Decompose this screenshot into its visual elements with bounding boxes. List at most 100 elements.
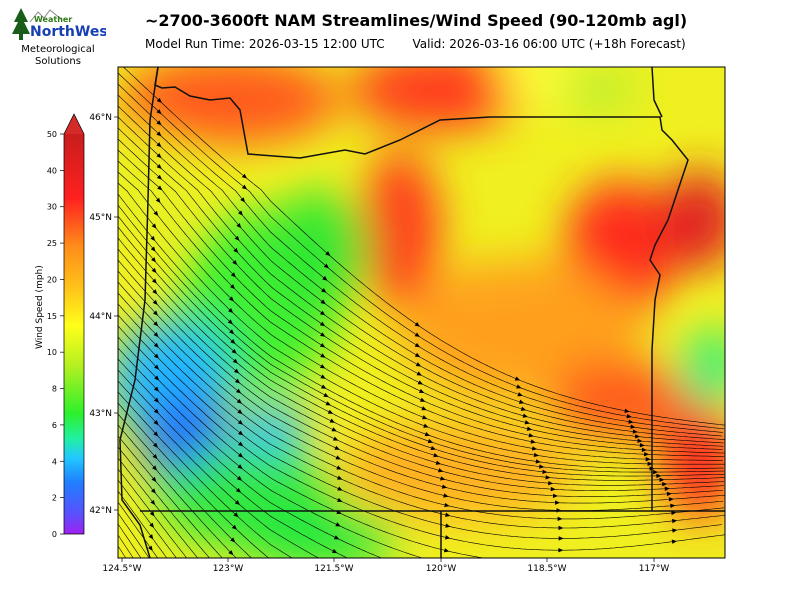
streamline-arrow — [414, 352, 421, 358]
colorbar-tick-label: 6 — [52, 421, 57, 430]
streamline-arrow — [236, 475, 243, 481]
streamline-arrow — [150, 246, 156, 252]
colorbar-tick-label: 40 — [47, 166, 57, 175]
logo-subtitle: Meteorological Solutions — [10, 44, 106, 68]
streamline-arrow — [441, 484, 448, 489]
streamline — [118, 380, 320, 558]
streamline-arrow — [443, 493, 449, 498]
streamline-arrow — [435, 460, 442, 465]
colorbar-tick-label: 8 — [52, 385, 57, 394]
streamline — [118, 512, 150, 558]
colorbar: 0 2 4 6 8 10 15 20 25 30 40 50 — [47, 113, 85, 539]
colorbar-tick-label: 4 — [52, 457, 57, 466]
streamline — [118, 182, 725, 465]
streamline-arrow — [414, 342, 421, 348]
streamline — [118, 336, 486, 558]
streamline-arrow — [230, 339, 236, 344]
streamline-arrow — [516, 384, 522, 389]
lat-label: 46°N — [89, 113, 112, 123]
streamline-arrow — [535, 459, 541, 464]
streamline-arrow — [229, 329, 235, 335]
streamline-arrow — [626, 413, 632, 419]
streamline — [118, 127, 724, 447]
streamline-arrow — [241, 173, 248, 179]
streamline-arrow — [320, 374, 326, 379]
streamline-arrow — [664, 486, 670, 491]
streamline-arrow — [228, 308, 234, 314]
lon-label: 123°W — [213, 564, 244, 574]
streamline-arrow — [440, 476, 446, 481]
streamline-arrow — [445, 512, 451, 517]
logo-subtitle-line2: Solutions — [35, 56, 81, 67]
streamline-arrow — [550, 486, 556, 492]
streamline-arrow — [558, 548, 564, 553]
streamline — [118, 347, 424, 558]
streamline-arrow — [153, 332, 159, 338]
streamline — [118, 424, 237, 558]
lat-label: 44°N — [89, 312, 112, 322]
streamline — [118, 226, 725, 481]
colorbar-tick-label: 20 — [47, 275, 57, 284]
streamline-arrow — [153, 342, 159, 348]
streamline-arrow — [152, 310, 158, 316]
streamline — [118, 325, 725, 551]
streamline-arrow — [150, 488, 156, 494]
streamline-arrow — [445, 523, 451, 528]
streamline-arrow — [666, 491, 672, 497]
streamline — [118, 83, 724, 433]
streamline-arrow — [542, 469, 548, 474]
colorbar-tick-label: 25 — [47, 239, 57, 248]
streamline-arrow — [333, 535, 340, 540]
streamline-arrow — [645, 456, 651, 462]
colorbar-tick-label: 15 — [47, 312, 57, 321]
streamline-arrow — [518, 399, 525, 404]
streamline — [118, 105, 725, 440]
streamline — [118, 149, 725, 454]
streamline-arrow — [234, 235, 240, 241]
streamline-arrow — [414, 332, 420, 337]
colorbar-tick-label: 50 — [47, 130, 57, 139]
streamline — [118, 171, 723, 461]
streamline-arrow — [337, 486, 343, 491]
streamline-arrow — [152, 299, 158, 305]
streamline-arrow — [154, 386, 160, 392]
streamline-arrow — [232, 358, 238, 364]
state-borders — [119, 67, 725, 558]
streamline-arrow — [528, 433, 534, 438]
streamline-arrow — [153, 210, 159, 217]
streamline-arrow — [152, 442, 158, 448]
lat-label: 43°N — [89, 409, 112, 419]
streamline-arrow — [331, 427, 337, 432]
streamline-arrow — [156, 120, 162, 126]
streamline-arrow — [670, 503, 676, 509]
streamline-arrow — [237, 464, 243, 470]
streamline-arrow — [238, 210, 243, 216]
lon-label: 121.5°W — [314, 564, 353, 574]
streamline — [118, 204, 725, 473]
logo: Weather NorthWest Meteorological Solutio… — [10, 6, 106, 70]
streamline-arrow — [634, 434, 641, 439]
streamline-arrow — [327, 409, 334, 414]
streamline-arrow — [319, 364, 326, 369]
streamline — [118, 94, 723, 437]
streamline-arrow — [241, 184, 248, 190]
streamline-arrow — [237, 419, 244, 425]
streamline-arrow — [319, 342, 326, 348]
streamline-arrow — [149, 511, 155, 517]
streamline-arrow — [668, 497, 674, 502]
streamline-arrow — [153, 431, 159, 437]
streamline — [118, 138, 723, 450]
streamline-arrow — [236, 398, 242, 404]
streamline-arrow — [152, 453, 158, 460]
streamline-arrow — [557, 516, 563, 522]
streamline-arrow — [548, 480, 554, 486]
streamline — [118, 160, 725, 457]
streamline-arrow — [151, 223, 157, 229]
streamline-arrow — [520, 406, 527, 411]
streamline-arrow — [151, 267, 157, 274]
streamline-arrow — [234, 378, 241, 384]
streamline-arrow — [659, 477, 665, 483]
streamline-arrow — [240, 197, 246, 203]
streamline-arrow — [331, 548, 338, 554]
streamline-arrow — [671, 539, 677, 544]
